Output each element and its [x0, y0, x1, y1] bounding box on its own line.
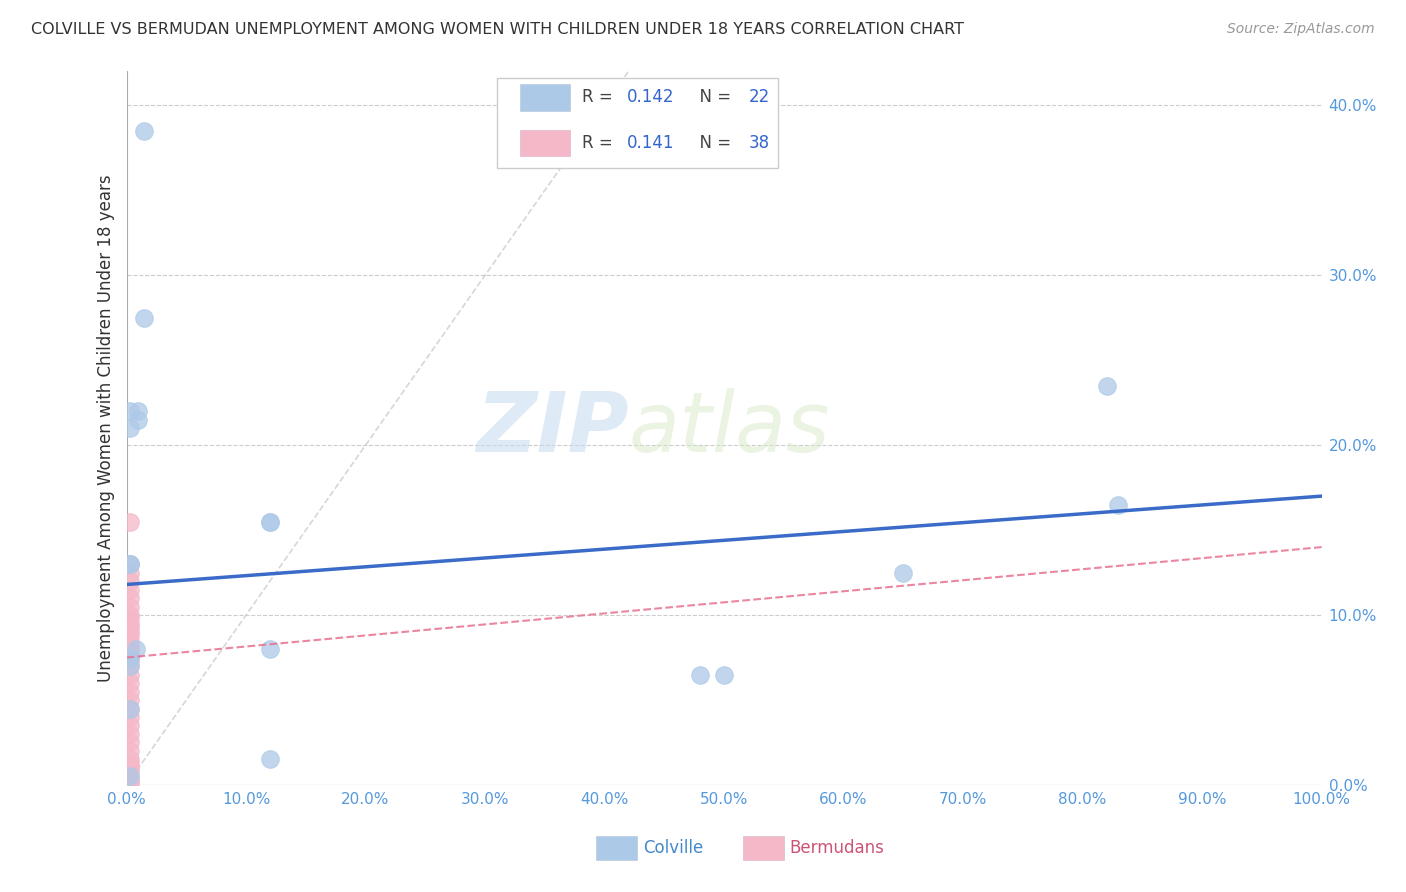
Point [120, 774, 142, 789]
Text: Source: ZipAtlas.com: Source: ZipAtlas.com [1227, 22, 1375, 37]
Point [120, 404, 142, 418]
Point [891, 566, 914, 580]
Point [120, 693, 142, 707]
FancyBboxPatch shape [596, 836, 637, 860]
Point [120, 557, 142, 571]
Point [120, 650, 142, 665]
Point [259, 515, 281, 529]
Point [120, 557, 142, 571]
Point [120, 650, 142, 665]
Point [120, 645, 142, 659]
Point [125, 642, 148, 657]
Point [120, 772, 142, 787]
Point [120, 735, 142, 749]
Point [120, 710, 142, 724]
Text: Colville: Colville [643, 838, 703, 856]
Point [259, 515, 281, 529]
Point [127, 404, 149, 418]
Point [120, 659, 142, 673]
Point [120, 611, 142, 625]
Point [120, 620, 142, 634]
Point [120, 701, 142, 715]
Point [1095, 378, 1118, 392]
Point [689, 667, 711, 681]
Point [127, 412, 149, 426]
Point [120, 654, 142, 668]
Point [120, 625, 142, 640]
Text: Bermudans: Bermudans [790, 838, 884, 856]
Text: 22: 22 [749, 88, 770, 106]
Point [1108, 498, 1130, 512]
Point [120, 752, 142, 766]
Y-axis label: Unemployment Among Women with Children Under 18 years: Unemployment Among Women with Children U… [97, 174, 115, 682]
Point [120, 701, 142, 715]
Point [120, 639, 142, 653]
Text: 0.142: 0.142 [627, 88, 675, 106]
Point [120, 659, 142, 673]
Point [120, 421, 142, 435]
Point [713, 667, 735, 681]
Point [259, 642, 281, 657]
Text: atlas: atlas [628, 388, 830, 468]
Point [120, 756, 142, 770]
Point [120, 718, 142, 732]
Point [120, 684, 142, 698]
Point [120, 776, 142, 790]
Text: N =: N = [689, 88, 737, 106]
Text: 38: 38 [749, 134, 770, 152]
Text: ZIP: ZIP [475, 388, 628, 468]
Point [120, 582, 142, 597]
Point [120, 761, 142, 775]
Point [120, 515, 142, 529]
Point [120, 557, 142, 571]
Point [120, 633, 142, 648]
Text: COLVILLE VS BERMUDAN UNEMPLOYMENT AMONG WOMEN WITH CHILDREN UNDER 18 YEARS CORRE: COLVILLE VS BERMUDAN UNEMPLOYMENT AMONG … [31, 22, 965, 37]
Point [120, 628, 142, 642]
Point [120, 566, 142, 580]
Point [120, 764, 142, 779]
Point [120, 727, 142, 741]
Point [259, 752, 281, 766]
Point [120, 574, 142, 588]
Point [120, 608, 142, 623]
Text: 0.141: 0.141 [627, 134, 675, 152]
FancyBboxPatch shape [520, 130, 569, 156]
Point [120, 769, 142, 783]
Point [120, 769, 142, 783]
Text: R =: R = [582, 134, 617, 152]
Point [120, 676, 142, 690]
Point [120, 667, 142, 681]
Text: R =: R = [582, 88, 617, 106]
Point [134, 310, 156, 325]
FancyBboxPatch shape [498, 78, 778, 168]
FancyBboxPatch shape [744, 836, 785, 860]
FancyBboxPatch shape [520, 84, 569, 111]
Point [120, 616, 142, 631]
Point [120, 599, 142, 614]
Point [120, 591, 142, 605]
Point [120, 744, 142, 758]
Point [134, 124, 156, 138]
Text: N =: N = [689, 134, 737, 152]
Point [120, 642, 142, 657]
